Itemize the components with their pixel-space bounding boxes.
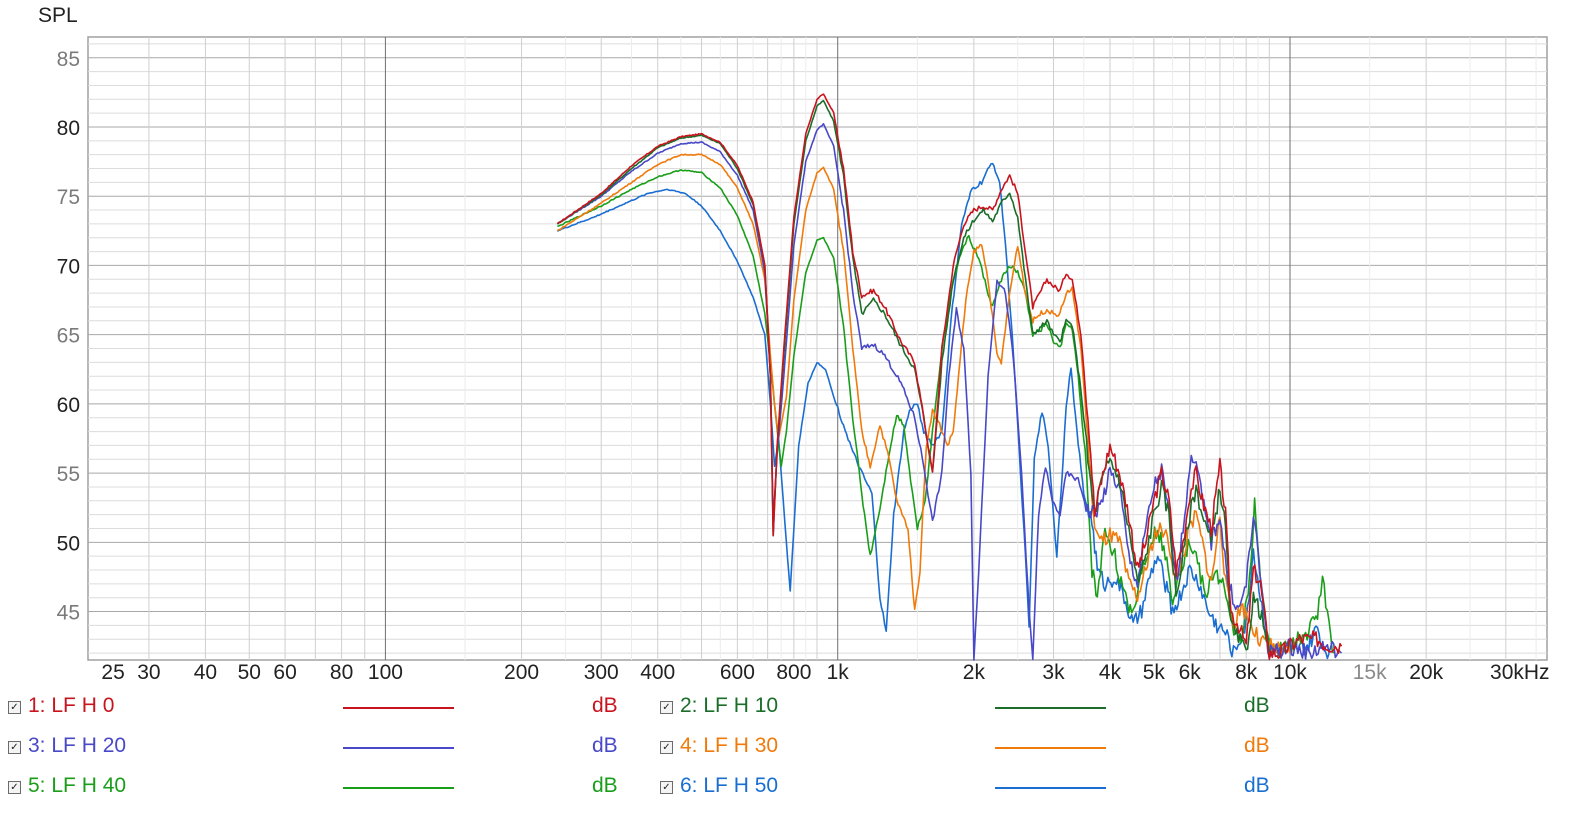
- legend-swatch-5: [343, 787, 454, 789]
- x-tick-label: 60: [273, 661, 296, 684]
- x-tick-label: 30: [137, 661, 160, 684]
- x-tick-label: 600: [720, 661, 755, 684]
- legend-checkbox-3[interactable]: ✓: [8, 741, 21, 754]
- y-tick-label: 75: [57, 186, 80, 209]
- legend-checkbox-2[interactable]: ✓: [660, 701, 673, 714]
- y-axis-label: SPL: [38, 4, 78, 27]
- legend-label-5: 5: LF H 40: [28, 774, 127, 797]
- x-tick-label: 1k: [827, 661, 850, 684]
- legend-unit-3: dB: [592, 734, 618, 757]
- legend-checkbox-6[interactable]: ✓: [660, 781, 673, 794]
- y-tick-label: 65: [57, 325, 80, 348]
- x-tick-label: 5k: [1143, 661, 1166, 684]
- x-tick-label: 2k: [963, 661, 986, 684]
- legend-label-1: 1: LF H 0: [28, 694, 115, 717]
- series-line-6: [556, 162, 1330, 660]
- x-tick-label: 200: [504, 661, 539, 684]
- legend-label-2: 2: LF H 10: [680, 694, 779, 717]
- legend-swatch-4: [995, 747, 1106, 749]
- y-tick-label: 50: [57, 532, 80, 555]
- y-tick-labels: 45 50 55 60 65 70 75 80 85: [57, 48, 80, 625]
- x-tick-label: 40: [194, 661, 217, 684]
- x-tick-label: 6k: [1179, 661, 1202, 684]
- legend-unit-1: dB: [592, 694, 618, 717]
- x-tick-label: 20k: [1409, 661, 1443, 684]
- x-tick-label: 100: [368, 661, 403, 684]
- y-tick-label: 80: [57, 117, 80, 140]
- x-tick-label: 3k: [1042, 661, 1065, 684]
- legend-label-4: 4: LF H 30: [680, 734, 779, 757]
- legend-checkbox-4[interactable]: ✓: [660, 741, 673, 754]
- x-tick-label: 25: [101, 661, 124, 684]
- x-tick-label: 8k: [1235, 661, 1258, 684]
- legend-swatch-1: [343, 707, 454, 709]
- y-tick-label: 55: [57, 463, 80, 486]
- x-tick-label: 300: [584, 661, 619, 684]
- x-tick-label: 50: [238, 661, 261, 684]
- legend-unit-4: dB: [1244, 734, 1270, 757]
- response-traces: [556, 93, 1343, 661]
- x-tick-label: 30kHz: [1490, 661, 1550, 684]
- legend-unit-6: dB: [1244, 774, 1270, 797]
- y-tick-label: 45: [57, 602, 80, 625]
- y-tick-label: 60: [57, 394, 80, 417]
- x-tick-label: 800: [776, 661, 811, 684]
- x-tick-label: 80: [330, 661, 353, 684]
- legend-checkbox-5[interactable]: ✓: [8, 781, 21, 794]
- x-tick-label: 15k: [1353, 661, 1387, 684]
- legend-label-6: 6: LF H 50: [680, 774, 779, 797]
- x-tick-labels: 25 30 40 50 60 80 100 200 300 400 600 800 1k 2k 3k 4k 5k…: [101, 661, 1549, 684]
- legend-unit-5: dB: [592, 774, 618, 797]
- legend-swatch-6: [995, 787, 1106, 789]
- series-line-1: [556, 93, 1343, 661]
- series-line-3: [556, 123, 1343, 661]
- legend-swatch-3: [343, 747, 454, 749]
- y-tick-label: 85: [57, 48, 80, 71]
- y-tick-label: 70: [57, 255, 80, 278]
- x-tick-label: 4k: [1099, 661, 1122, 684]
- legend-swatch-2: [995, 707, 1106, 709]
- spl-chart: SPL 45 50 55 60 65 70 75 80 85 25 30 40 50 60 80 100 20…: [38, 4, 1550, 684]
- legend-unit-2: dB: [1244, 694, 1270, 717]
- legend-label-3: 3: LF H 20: [28, 734, 127, 757]
- legend: ✓ 1: LF H 0 dB ✓ 2: LF H 10 dB ✓ 3: LF H…: [0, 690, 1592, 823]
- x-tick-label: 400: [640, 661, 675, 684]
- legend-checkbox-1[interactable]: ✓: [8, 701, 21, 714]
- x-tick-label: 10k: [1273, 661, 1307, 684]
